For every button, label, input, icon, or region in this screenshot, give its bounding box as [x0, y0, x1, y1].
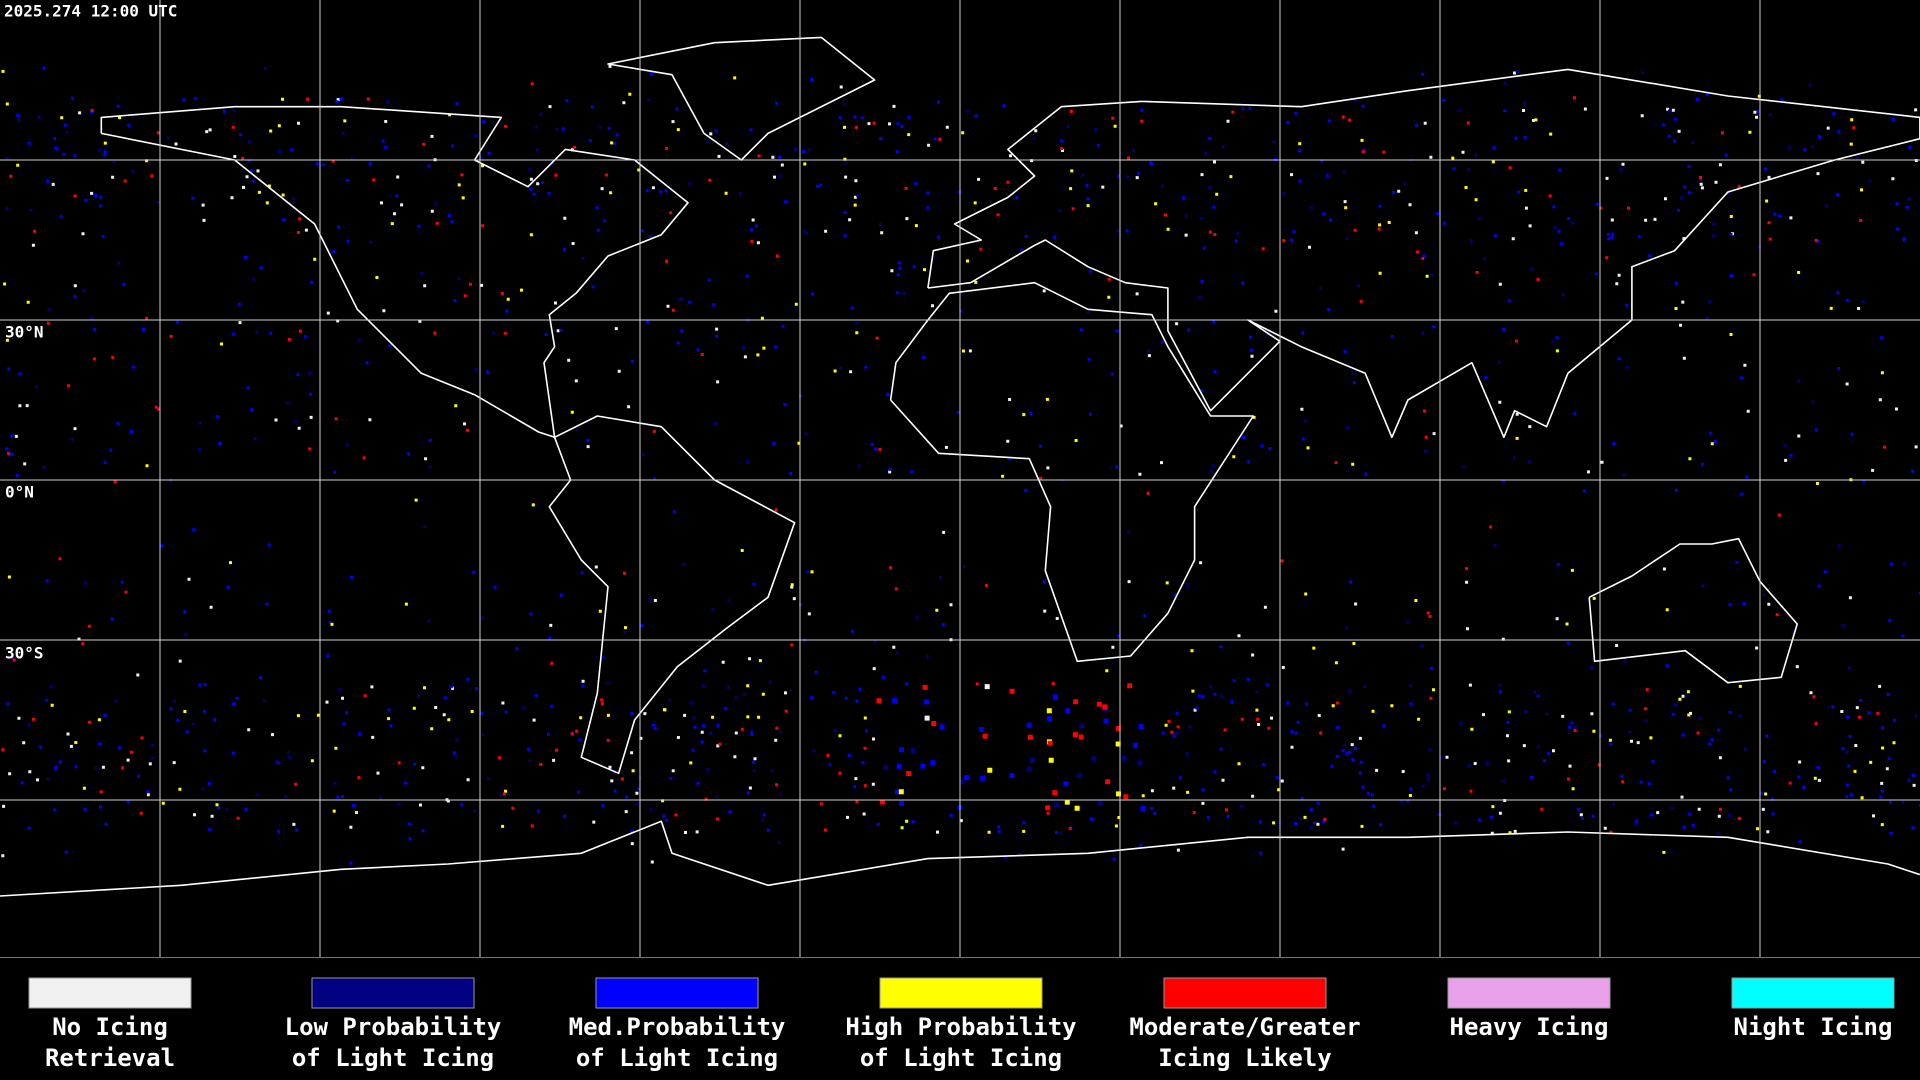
- australia-coast: [1588, 537, 1798, 684]
- legend-label: Night Icing: [1734, 1013, 1893, 1041]
- latitude-label: 30°S: [5, 644, 44, 663]
- antarctica-coast: [0, 820, 1920, 897]
- legend-label: Low Probability: [285, 1013, 502, 1041]
- legend-swatch: [28, 977, 192, 1009]
- lat-lon-grid: [0, 0, 1920, 957]
- legend-label: of Light Icing: [860, 1044, 1062, 1072]
- africa-coast: [889, 281, 1255, 663]
- legend-label: of Light Icing: [292, 1044, 494, 1072]
- legend-label: No Icing: [52, 1013, 168, 1041]
- latitude-label: 0°N: [5, 483, 34, 502]
- legend-swatch: [1447, 977, 1611, 1009]
- legend-swatch: [311, 977, 475, 1009]
- legend-label: Retrieval: [45, 1044, 175, 1072]
- latitude-label: 30°N: [5, 323, 44, 342]
- south-america-coast: [548, 415, 796, 775]
- legend-label: of Light Icing: [576, 1044, 778, 1072]
- legend: No Icing Retrieval Low Probability of Light…: [0, 957, 1920, 1072]
- legend-label: Heavy Icing: [1450, 1013, 1609, 1041]
- legend-label: Med.Probability: [569, 1013, 786, 1041]
- legend-label: Icing Likely: [1158, 1044, 1331, 1072]
- north-america-coast: [100, 105, 689, 439]
- legend-label: High Probability: [845, 1013, 1076, 1041]
- legend-swatch: [1731, 977, 1895, 1009]
- legend-swatch: [595, 977, 759, 1009]
- legend-swatch: [879, 977, 1043, 1009]
- legend-swatch: [1163, 977, 1327, 1009]
- legend-label: Moderate/Greater: [1129, 1013, 1360, 1041]
- timestamp: 2025.274 12:00 UTC: [4, 2, 177, 21]
